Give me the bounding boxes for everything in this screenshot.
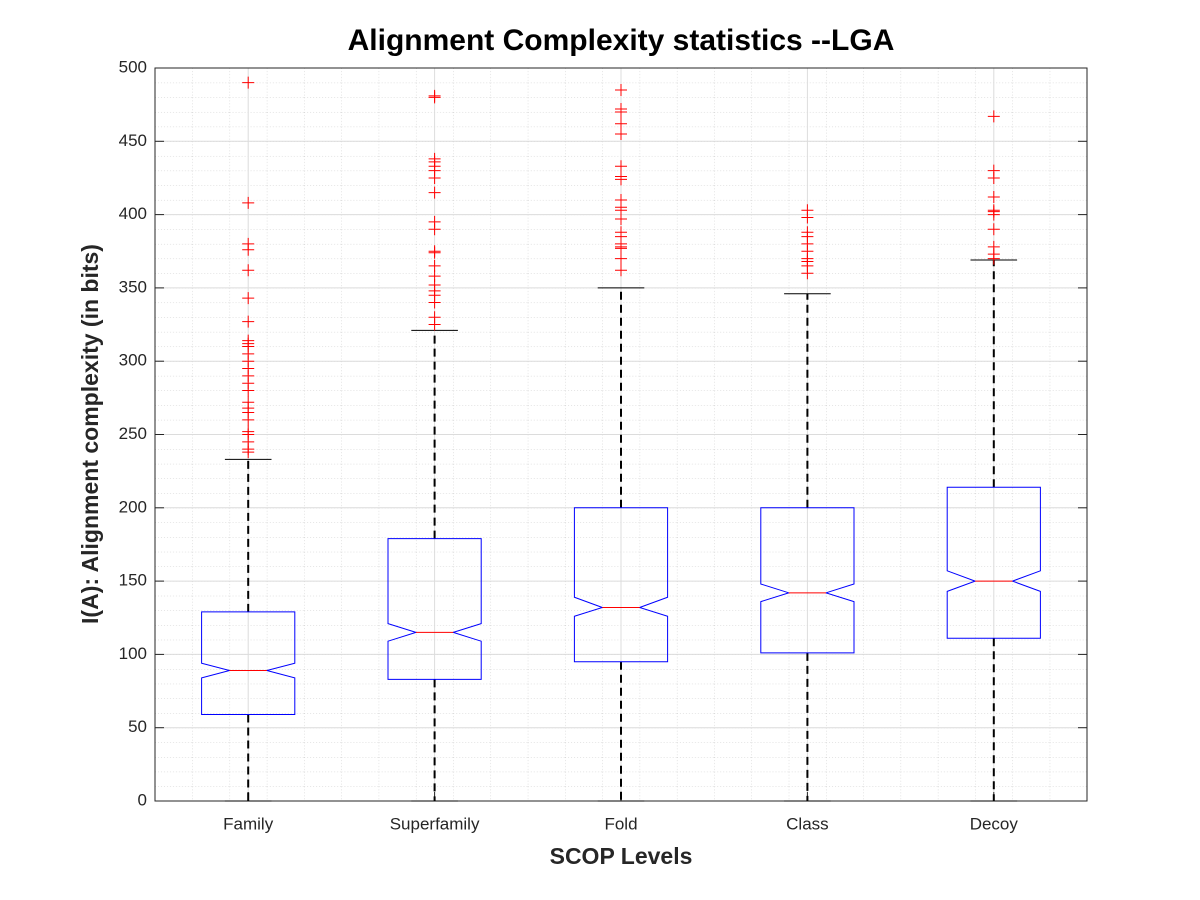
x-tick-label: Class — [786, 814, 829, 833]
outlier — [428, 296, 441, 309]
outlier — [428, 246, 441, 259]
outlier — [615, 117, 627, 130]
outlier — [615, 252, 627, 265]
y-tick-label: 300 — [119, 351, 147, 370]
y-tick-label: 400 — [119, 204, 147, 223]
outlier — [242, 243, 255, 256]
outlier — [428, 171, 441, 184]
box — [760, 507, 855, 654]
x-tick-label: Superfamily — [390, 814, 480, 833]
y-tick-label: 500 — [119, 57, 147, 76]
outlier — [615, 160, 627, 173]
outlier — [428, 223, 441, 236]
outlier — [801, 267, 814, 280]
box — [946, 486, 1041, 639]
y-tick-label: 100 — [119, 644, 147, 663]
y-tick-label: 450 — [119, 131, 147, 150]
outlier — [242, 446, 255, 459]
outlier — [242, 384, 255, 397]
outlier — [987, 171, 1000, 184]
outlier — [242, 292, 255, 305]
outlier — [615, 242, 627, 255]
outlier — [242, 315, 255, 328]
outlier — [615, 212, 627, 225]
outlier — [615, 264, 627, 277]
outlier — [987, 208, 1000, 221]
outlier — [428, 186, 441, 199]
outlier — [615, 83, 627, 96]
outlier — [987, 110, 1000, 123]
y-axis-label: I(A): Alignment complexity (in bits) — [77, 244, 103, 624]
x-tick-label: Fold — [604, 814, 637, 833]
outlier — [987, 252, 1000, 265]
outlier — [801, 211, 814, 224]
outlier — [987, 223, 1000, 236]
y-tick-label: 50 — [128, 717, 147, 736]
x-tick-label: Family — [223, 814, 274, 833]
outlier — [242, 76, 255, 89]
box — [573, 507, 669, 663]
y-tick-label: 150 — [119, 571, 147, 590]
outlier — [242, 413, 255, 426]
box — [387, 538, 482, 680]
x-axis-label: SCOP Levels — [550, 843, 693, 869]
box — [201, 611, 296, 716]
outlier — [428, 318, 441, 331]
outlier — [242, 264, 255, 277]
y-tick-label: 0 — [138, 790, 147, 809]
outlier — [428, 91, 441, 104]
chart-title: Alignment Complexity statistics --LGA — [348, 24, 895, 57]
y-tick-label: 200 — [119, 497, 147, 516]
outlier — [987, 191, 1000, 204]
outlier — [242, 196, 255, 209]
y-tick-label: 350 — [119, 277, 147, 296]
outlier — [428, 259, 441, 272]
x-tick-label: Decoy — [970, 814, 1019, 833]
y-tick-label: 250 — [119, 424, 147, 443]
outlier — [615, 127, 627, 140]
outlier — [615, 105, 627, 118]
outlier — [615, 173, 627, 186]
